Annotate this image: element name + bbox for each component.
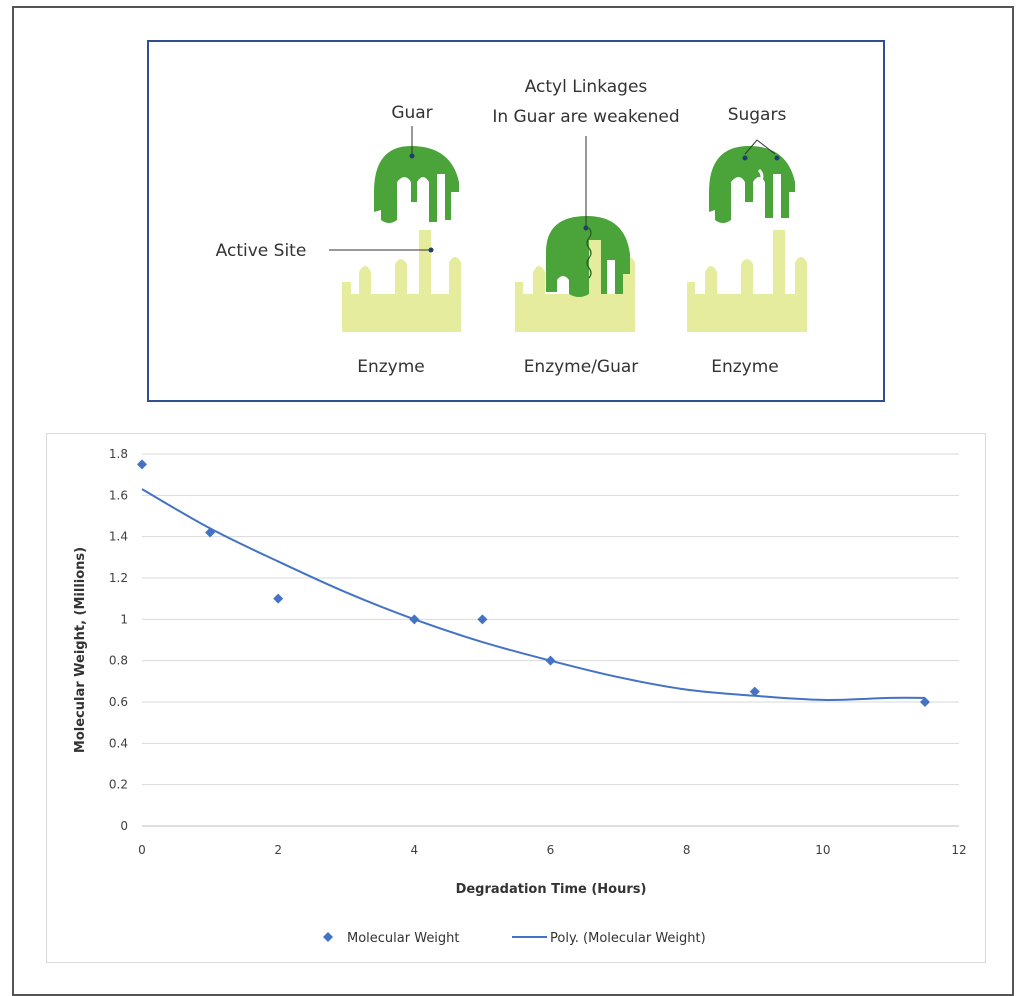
enzyme-left-shape	[342, 230, 461, 332]
sugars-dot-right	[774, 155, 780, 161]
x-tick-label: 4	[411, 843, 419, 857]
active-site-dot	[428, 247, 434, 253]
active-site-label: Active Site	[216, 241, 307, 261]
y-tick-label: 0	[120, 819, 128, 833]
y-tick-label: 0.4	[109, 736, 128, 750]
data-point	[545, 655, 556, 666]
enzyme-left-label: Enzyme	[357, 357, 425, 377]
y-tick-label: 0.2	[109, 778, 128, 792]
guar-left-shape	[374, 146, 459, 223]
y-tick-label: 1.6	[109, 488, 128, 502]
guar-center-shape	[546, 216, 630, 297]
data-points	[137, 459, 930, 707]
trendline	[141, 488, 925, 701]
sugar-chain-icon	[754, 168, 764, 220]
x-axis-title: Degradation Time (Hours)	[456, 882, 647, 897]
gridlines	[142, 453, 959, 827]
y-tick-label: 0.8	[109, 654, 128, 668]
legend-diamond-icon	[323, 932, 333, 942]
y-tick-label: 1.4	[109, 530, 128, 544]
guar-dot	[409, 153, 415, 159]
legend-series-label: Molecular Weight	[347, 931, 460, 946]
y-axis-title: Molecular Weight, (Millions)	[73, 547, 88, 753]
x-tick-label: 0	[138, 843, 146, 857]
enzyme-right-shape	[687, 230, 807, 332]
diagram-svg: Guar Actyl Linkages In Guar are weakened…	[216, 77, 807, 377]
guar-label: Guar	[391, 103, 432, 123]
x-tick-label: 2	[274, 843, 282, 857]
linkage-wave-icon	[586, 227, 592, 279]
data-point	[749, 686, 760, 697]
y-tick-label: 1	[120, 612, 128, 626]
y-tick-label: 0.6	[109, 695, 128, 709]
x-tick-label: 8	[683, 843, 691, 857]
data-point	[273, 593, 284, 604]
y-tick-label: 1.2	[109, 571, 128, 585]
sugars-leader	[744, 139, 776, 155]
enzyme-guar-diagram: Guar Actyl Linkages In Guar are weakened…	[147, 40, 885, 402]
molecular-weight-chart: 0 0.2 0.4 0.6 0.8 1 1.2 1.4 1.6 1.8 0 2 4 6 8 10 12 Degr…	[46, 433, 986, 963]
data-point	[205, 527, 216, 538]
data-point	[477, 614, 488, 625]
data-point	[137, 459, 147, 470]
enzyme-right-label: Enzyme	[711, 357, 779, 377]
actyl-label-line1: Actyl Linkages	[525, 77, 648, 97]
sugars-label: Sugars	[728, 105, 787, 125]
x-tick-label: 10	[815, 843, 830, 857]
x-tick-label: 6	[547, 843, 555, 857]
x-tick-label: 12	[951, 843, 966, 857]
legend-trend-label: Poly. (Molecular Weight)	[550, 931, 706, 946]
guar-right-shape	[709, 146, 795, 223]
chart-svg: 0 0.2 0.4 0.6 0.8 1 1.2 1.4 1.6 1.8 0 2 4 6 8 10 12 Degr…	[73, 447, 967, 946]
tick-labels: 0 0.2 0.4 0.6 0.8 1 1.2 1.4 1.6 1.8 0 2 4 6 8 10 12	[109, 447, 967, 857]
y-tick-label: 1.8	[109, 447, 128, 461]
data-point	[919, 697, 930, 707]
legend: Molecular Weight Poly. (Molecular Weight…	[323, 931, 706, 946]
data-point	[409, 614, 420, 625]
sugars-dot-left	[742, 155, 748, 161]
actyl-dot	[583, 225, 589, 231]
actyl-label-line2: In Guar are weakened	[492, 107, 679, 127]
enzyme-guar-label: Enzyme/Guar	[524, 357, 639, 377]
